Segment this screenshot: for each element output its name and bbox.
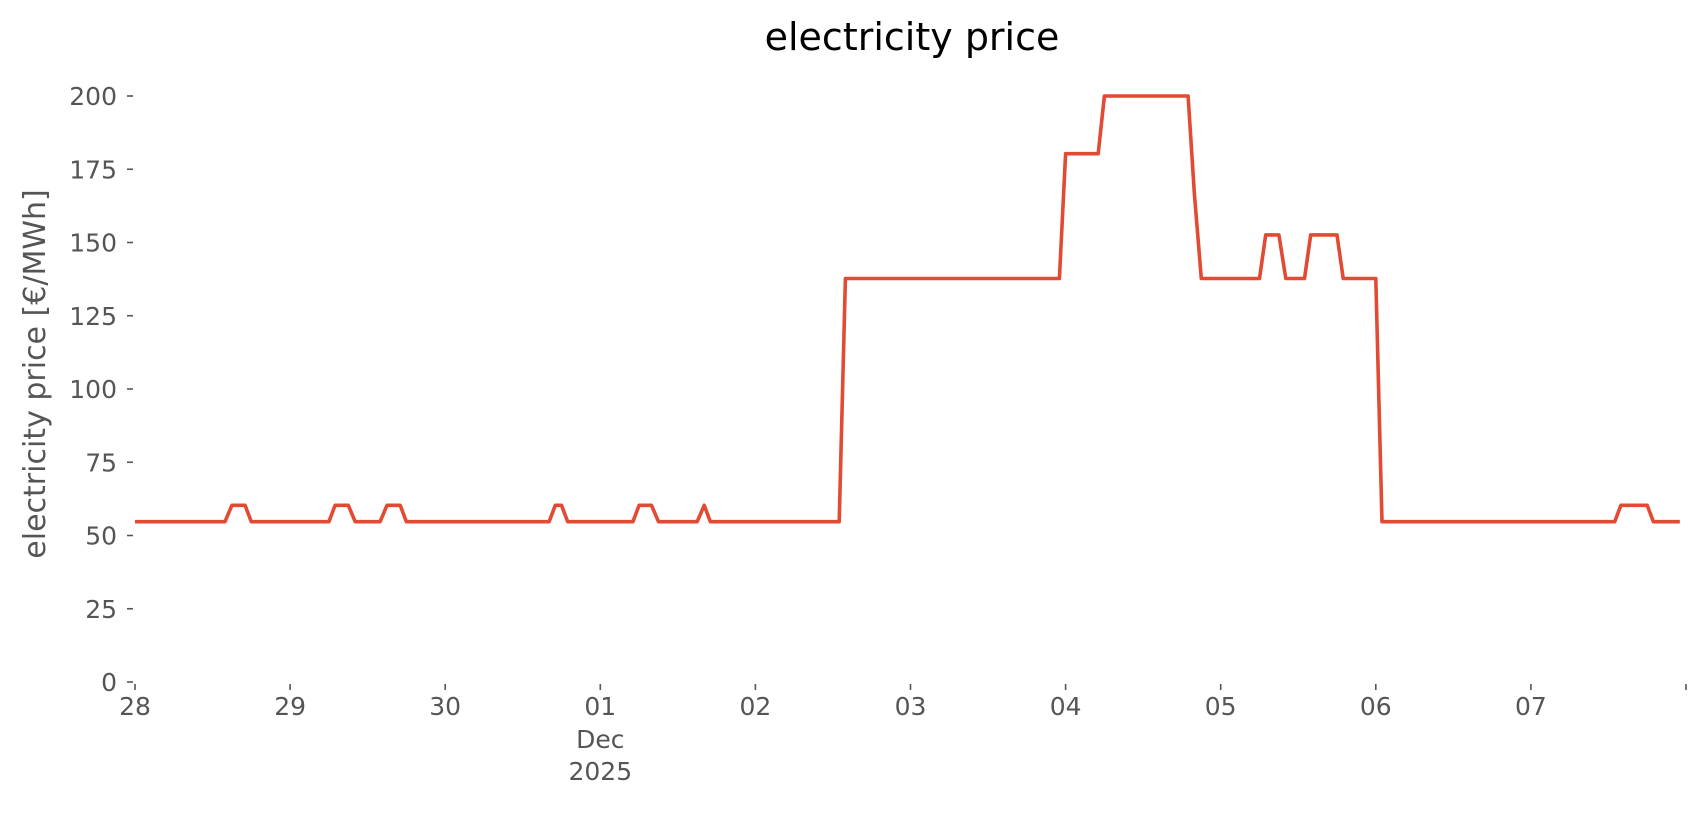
y-tick-label: 75 [85,448,117,477]
x-tick-label: 28 [119,692,151,721]
x-tick-label: 29 [274,692,306,721]
y-axis: 0 25 50 75 100 125 150 175 200 [69,82,133,697]
x-tick-label: 05 [1205,692,1237,721]
y-tick-label: 50 [85,522,117,551]
y-tick-label: 150 [69,229,117,258]
x-tick-label: 03 [895,692,927,721]
y-tick-label: 175 [69,155,117,184]
y-tick-label: 200 [69,82,117,111]
y-tick-label: 25 [85,595,117,624]
y-tick-label: 0 [101,668,117,697]
plot-area [135,94,1680,524]
x-tick-label: 30 [429,692,461,721]
price-series-line [135,94,1680,524]
x-tick-sublabel: Dec [576,725,624,754]
x-tick-sublabel: 2025 [568,757,632,786]
x-tick-label: 02 [739,692,771,721]
y-tick-label: 100 [69,375,117,404]
y-tick-label: 125 [69,302,117,331]
x-tick-label: 04 [1050,692,1082,721]
x-tick-label: 01 [584,692,616,721]
y-axis-label: electricity price [€/MWh] [18,189,53,558]
x-axis: 28 29 30 01 Dec 2025 02 03 04 05 06 07 [119,684,1687,786]
x-tick-label: 06 [1360,692,1392,721]
chart-title: electricity price [765,15,1060,59]
x-tick-label: 07 [1515,692,1547,721]
